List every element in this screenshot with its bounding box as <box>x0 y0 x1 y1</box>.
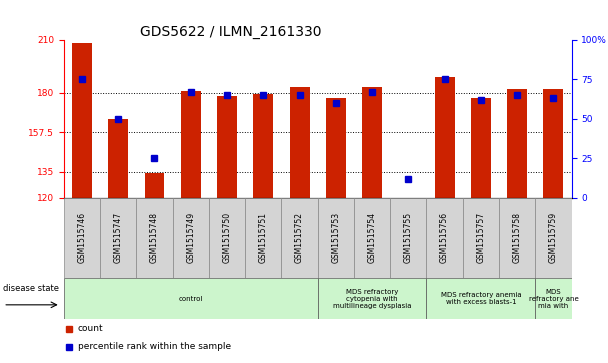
Text: MDS
refractory ane
mia with: MDS refractory ane mia with <box>528 289 578 309</box>
Bar <box>362 87 382 198</box>
Text: MDS refractory anemia
with excess blasts-1: MDS refractory anemia with excess blasts… <box>441 292 521 305</box>
Text: control: control <box>179 295 203 302</box>
Bar <box>100 198 136 278</box>
Text: GSM1515756: GSM1515756 <box>440 212 449 263</box>
Bar <box>426 278 535 319</box>
Text: count: count <box>78 324 103 333</box>
Bar <box>173 198 209 278</box>
Bar <box>64 198 100 278</box>
Bar <box>499 198 535 278</box>
Text: GSM1515753: GSM1515753 <box>331 212 340 263</box>
Bar <box>535 198 572 278</box>
Bar <box>435 77 455 198</box>
Bar <box>64 278 317 319</box>
Bar <box>217 96 237 198</box>
Bar <box>181 91 201 198</box>
Text: percentile rank within the sample: percentile rank within the sample <box>78 342 231 351</box>
Text: GSM1515755: GSM1515755 <box>404 212 413 263</box>
Bar <box>209 198 245 278</box>
Bar <box>317 278 426 319</box>
Bar <box>326 98 346 198</box>
Bar <box>245 198 282 278</box>
Bar <box>426 198 463 278</box>
Text: GSM1515758: GSM1515758 <box>513 212 522 263</box>
Bar <box>463 198 499 278</box>
Bar <box>354 198 390 278</box>
Text: GSM1515754: GSM1515754 <box>368 212 376 263</box>
Text: GSM1515750: GSM1515750 <box>223 212 232 263</box>
Bar <box>289 87 309 198</box>
Text: GDS5622 / ILMN_2161330: GDS5622 / ILMN_2161330 <box>140 25 322 39</box>
Text: GSM1515748: GSM1515748 <box>150 212 159 263</box>
Text: GSM1515749: GSM1515749 <box>186 212 195 263</box>
Text: MDS refractory
cytopenia with
multilineage dysplasia: MDS refractory cytopenia with multilinea… <box>333 289 412 309</box>
Text: GSM1515747: GSM1515747 <box>114 212 123 263</box>
Bar <box>544 89 564 198</box>
Bar <box>535 278 572 319</box>
Bar <box>136 198 173 278</box>
Bar <box>317 198 354 278</box>
Bar <box>254 94 273 198</box>
Bar <box>390 198 426 278</box>
Text: GSM1515752: GSM1515752 <box>295 212 304 263</box>
Text: disease state: disease state <box>3 284 59 293</box>
Text: GSM1515757: GSM1515757 <box>476 212 485 263</box>
Bar <box>507 89 527 198</box>
Bar <box>72 44 92 198</box>
Text: GSM1515751: GSM1515751 <box>259 212 268 263</box>
Text: GSM1515759: GSM1515759 <box>549 212 558 263</box>
Text: GSM1515746: GSM1515746 <box>77 212 86 263</box>
Bar <box>282 198 317 278</box>
Bar <box>145 173 165 198</box>
Bar <box>471 98 491 198</box>
Bar <box>108 119 128 198</box>
